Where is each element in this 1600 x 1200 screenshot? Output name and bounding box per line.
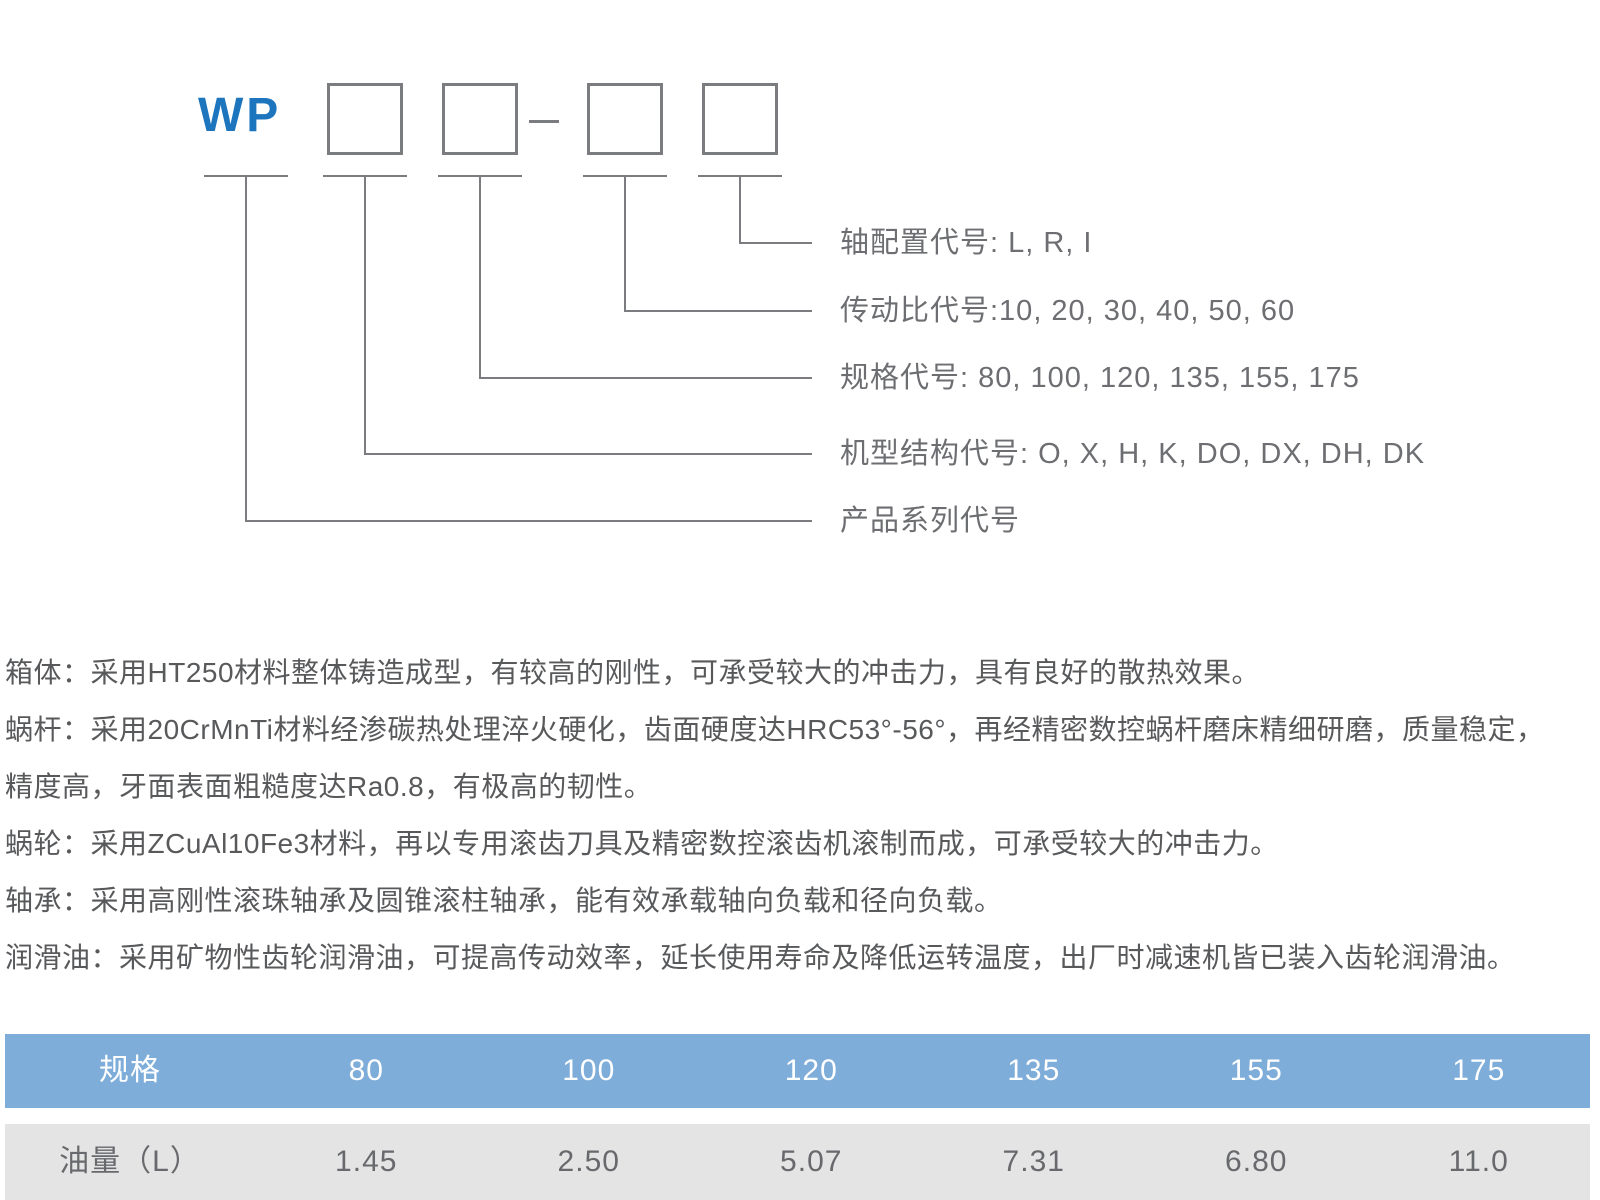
header-cell-155: 155 [1229, 1054, 1283, 1087]
label-shaft-config: 轴配置代号: L, R, I [840, 227, 1093, 259]
feature-line-housing: 箱体：采用HT250材料整体铸造成型，有较高的刚性，可承受较大的冲击力，具有良好… [5, 657, 1261, 688]
connector-lines [204, 175, 812, 522]
header-cell-spec: 规格 [99, 1054, 161, 1087]
oil-value-175: 11.0 [1448, 1145, 1509, 1178]
label-ratio-code: 传动比代号:10, 20, 30, 40, 50, 60 [840, 295, 1296, 327]
oil-value-120: 5.07 [780, 1145, 843, 1178]
connector-ratio-code [583, 175, 812, 312]
model-code-diagram: WP 轴配置代号: L, R, I 传动比代号:10, 20, 30, 40, … [198, 83, 1426, 537]
label-structure-code: 机型结构代号: O, X, H, K, DO, DX, DH, DK [840, 438, 1426, 470]
oil-row-label: 油量（L） [59, 1145, 201, 1178]
connector-size-code [438, 175, 812, 379]
label-size-code: 规格代号: 80, 100, 120, 135, 155, 175 [840, 362, 1360, 394]
oil-value-100: 2.50 [557, 1145, 620, 1178]
code-box-shaft [702, 83, 778, 155]
connector-shaft-config [698, 175, 812, 244]
code-box-size [442, 83, 518, 155]
header-cell-80: 80 [348, 1054, 384, 1087]
product-prefix: WP [198, 89, 282, 142]
feature-description: 箱体：采用HT250材料整体铸造成型，有较高的刚性，可承受较大的冲击力，具有良好… [5, 644, 1599, 986]
feature-line-worm: 蜗杆：采用20CrMnTi材料经渗碳热处理淬火硬化，齿面硬度达HRC53°-56… [5, 714, 1545, 745]
header-cell-120: 120 [784, 1054, 838, 1087]
oil-value-80: 1.45 [335, 1145, 398, 1178]
header-cell-175: 175 [1452, 1054, 1506, 1087]
header-cell-135: 135 [1007, 1054, 1061, 1087]
label-series-code: 产品系列代号 [840, 505, 1021, 537]
header-cell-100: 100 [562, 1054, 616, 1087]
code-box-ratio [587, 83, 663, 155]
oil-value-135: 7.31 [1002, 1145, 1065, 1178]
feature-line-wormwheel: 蜗轮：采用ZCuAl10Fe3材料，再以专用滚齿刀具及精密数控滚齿机滚制而成，可… [5, 828, 1279, 859]
feature-line-worm-cont: 精度高，牙面表面粗糙度达Ra0.8，有极高的韧性。 [5, 771, 653, 802]
code-dash [529, 120, 559, 123]
code-box-structure [327, 83, 403, 155]
connector-series-code [204, 175, 812, 522]
table-header-row: 规格 80 100 120 135 155 175 [5, 1034, 1590, 1108]
feature-line-bearing: 轴承：采用高刚性滚珠轴承及圆锥滚柱轴承，能有效承载轴向负载和径向负载。 [5, 885, 1003, 916]
oil-value-155: 6.80 [1225, 1145, 1288, 1178]
feature-line-lubricant: 润滑油：采用矿物性齿轮润滑油，可提高传动效率，延长使用寿命及降低运转温度，出厂时… [5, 942, 1516, 973]
table-row-oil: 油量（L） 1.45 2.50 5.07 7.31 6.80 11.0 [5, 1124, 1590, 1200]
oil-capacity-table: 规格 80 100 120 135 155 175 油量（L） 1.45 2.5… [5, 1034, 1590, 1200]
connector-structure-code [323, 175, 812, 455]
